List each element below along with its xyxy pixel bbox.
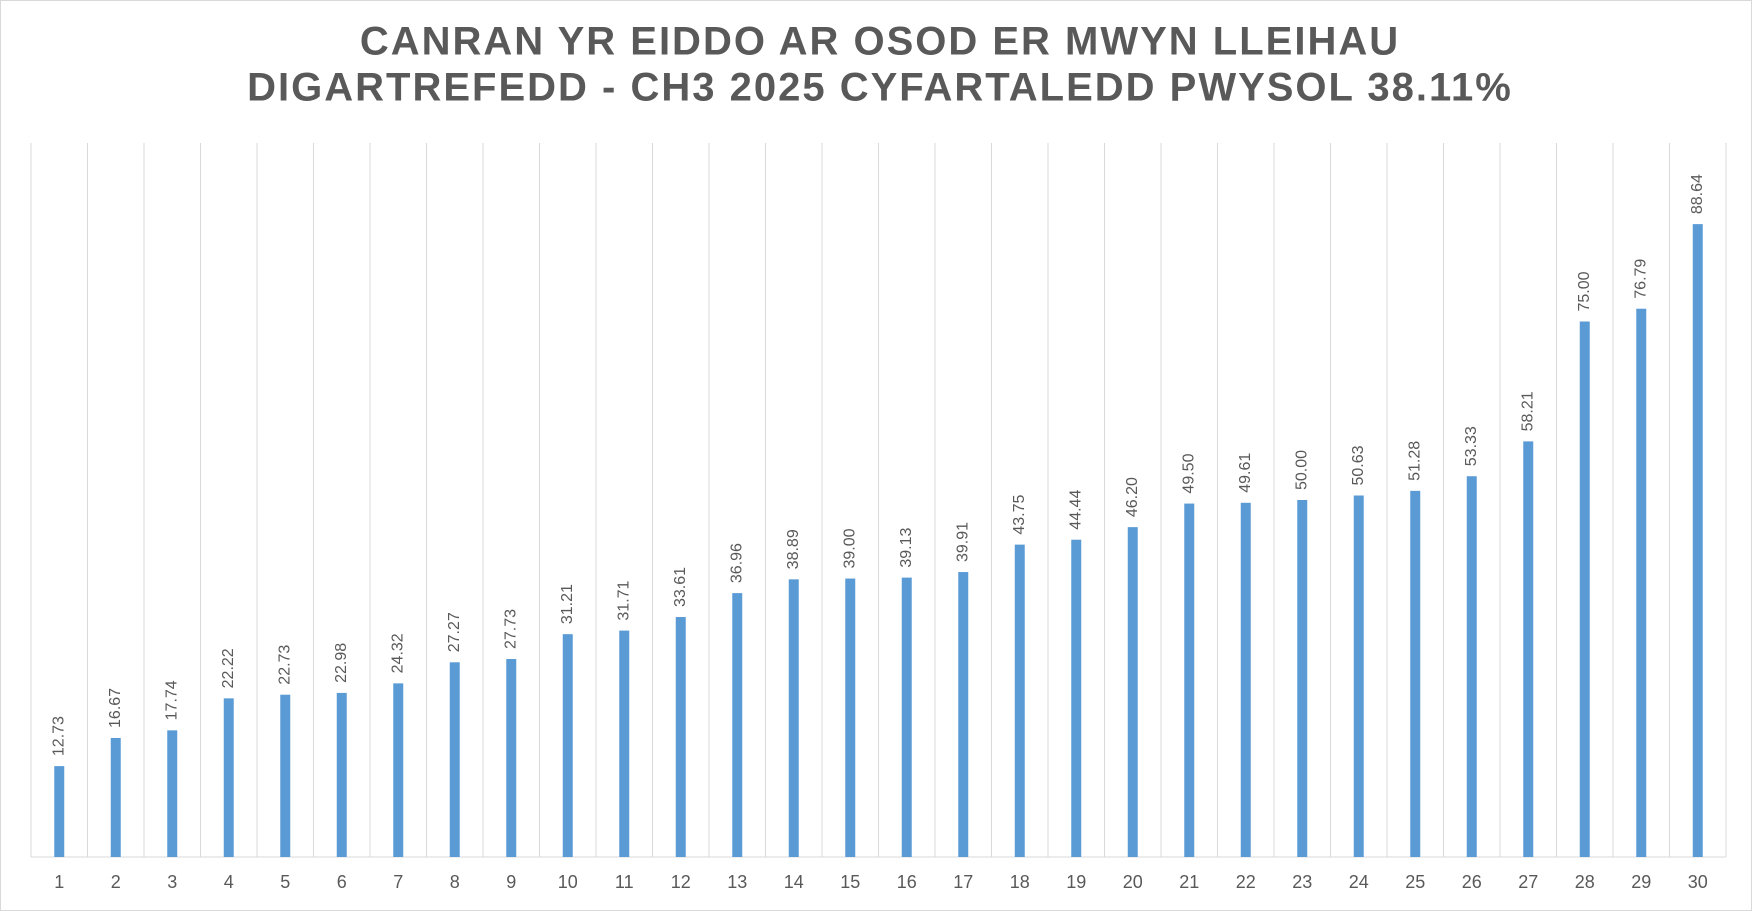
bar: [788, 579, 799, 857]
bar: [1071, 539, 1082, 857]
bar: [506, 659, 517, 857]
bar: [845, 578, 856, 857]
x-tick-label: 6: [337, 872, 347, 892]
bar: [1410, 490, 1421, 857]
data-label: 33.61: [672, 567, 689, 607]
x-tick-label: 19: [1066, 872, 1086, 892]
bar: [1353, 495, 1364, 857]
bar: [110, 737, 121, 857]
x-tick-label: 28: [1575, 872, 1595, 892]
bar: [619, 630, 630, 857]
data-label: 22.98: [333, 643, 350, 683]
bar: [1466, 476, 1477, 857]
x-tick-label: 23: [1292, 872, 1312, 892]
x-tick-label: 11: [615, 872, 634, 892]
data-label: 49.61: [1237, 453, 1254, 493]
bar: [1523, 441, 1534, 857]
x-tick-label: 30: [1688, 872, 1708, 892]
bar: [675, 617, 686, 857]
data-label: 39.00: [841, 528, 858, 568]
data-label: 49.50: [1180, 453, 1197, 493]
data-label: 50.63: [1350, 445, 1367, 485]
x-tick-label: 12: [671, 872, 691, 892]
data-label: 53.33: [1463, 426, 1480, 466]
data-label: 27.73: [502, 609, 519, 649]
x-tick-label: 13: [727, 872, 747, 892]
x-tick-label: 10: [558, 872, 578, 892]
data-label: 27.27: [446, 612, 463, 652]
data-label: 22.73: [276, 645, 293, 685]
bar: [1297, 500, 1308, 857]
data-label: 22.22: [220, 648, 237, 688]
x-tick-label: 9: [506, 872, 516, 892]
x-tick-label: 25: [1405, 872, 1425, 892]
x-tick-label: 29: [1631, 872, 1651, 892]
x-tick-label: 1: [54, 872, 64, 892]
bar: [1636, 308, 1647, 858]
bar: [1692, 224, 1703, 857]
x-tick-label: 24: [1349, 872, 1369, 892]
bar: [732, 593, 743, 857]
data-label: 12.73: [50, 716, 67, 756]
bar: [1127, 527, 1138, 857]
chart-title: CANRAN YR EIDDO AR OSOD ER MWYN LLEIHAU: [360, 20, 1400, 64]
x-tick-label: 16: [897, 872, 917, 892]
bar: [1014, 544, 1025, 857]
data-label: 38.89: [785, 529, 802, 569]
data-label: 46.20: [1124, 477, 1141, 517]
bar: [1240, 502, 1251, 857]
bar: [280, 694, 291, 857]
data-label: 51.28: [1406, 441, 1423, 481]
bar: [562, 634, 573, 857]
x-tick-label: 26: [1462, 872, 1482, 892]
data-label: 24.32: [389, 633, 406, 673]
x-tick-label: 27: [1518, 872, 1538, 892]
data-label: 50.00: [1293, 450, 1310, 490]
x-tick-label: 20: [1123, 872, 1143, 892]
bar: [223, 698, 234, 857]
x-tick-label: 3: [167, 872, 177, 892]
x-tick-label: 8: [450, 872, 460, 892]
data-label: 36.96: [728, 543, 745, 583]
x-tick-label: 14: [784, 872, 804, 892]
bar: [901, 577, 912, 857]
bar: [1579, 321, 1590, 857]
data-label: 39.91: [954, 522, 971, 562]
x-tick-label: 22: [1236, 872, 1256, 892]
bar: [336, 692, 347, 857]
data-label: 16.67: [107, 688, 124, 728]
bar: [167, 730, 178, 857]
x-tick-label: 21: [1179, 872, 1199, 892]
data-label: 75.00: [1576, 271, 1593, 311]
x-tick-label: 5: [280, 872, 290, 892]
x-tick-label: 17: [953, 872, 973, 892]
data-label: 17.74: [163, 680, 180, 720]
bar: [958, 572, 969, 857]
bar: [54, 766, 65, 857]
bar: [449, 662, 460, 857]
data-label: 39.13: [898, 527, 915, 567]
bar: [393, 683, 404, 857]
x-tick-label: 7: [393, 872, 403, 892]
x-tick-label: 4: [224, 872, 234, 892]
data-label: 88.64: [1689, 174, 1706, 214]
chart-title: DIGARTREFEDD - CH3 2025 CYFARTALEDD PWYS…: [247, 66, 1513, 110]
data-label: 44.44: [1067, 490, 1084, 530]
x-tick-label: 18: [1010, 872, 1030, 892]
x-tick-label: 2: [111, 872, 121, 892]
data-label: 76.79: [1632, 259, 1649, 299]
data-label: 43.75: [1011, 494, 1028, 534]
data-label: 58.21: [1519, 391, 1536, 431]
data-label: 31.71: [615, 580, 632, 620]
data-label: 31.21: [559, 584, 576, 624]
bar: [1184, 503, 1195, 857]
x-tick-label: 15: [840, 872, 860, 892]
